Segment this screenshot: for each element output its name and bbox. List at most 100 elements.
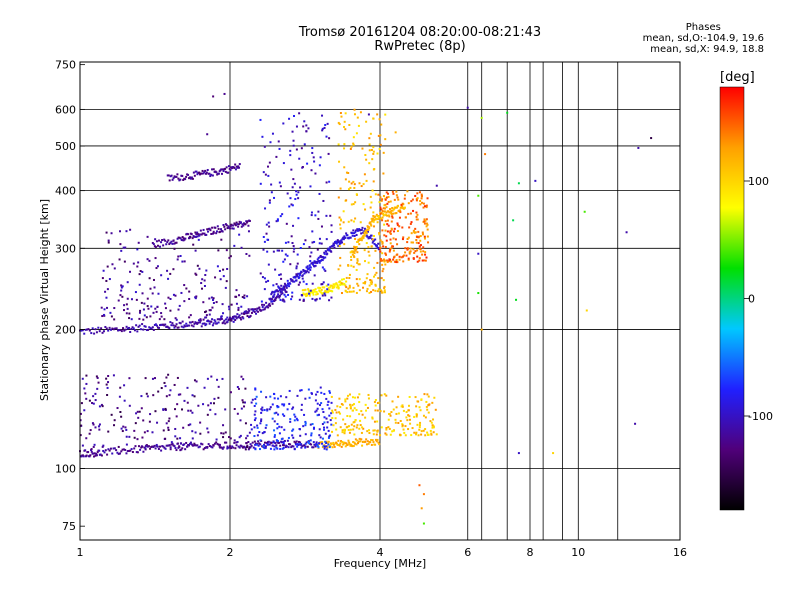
cluster-point [118, 258, 121, 261]
cluster-point [276, 427, 279, 430]
cluster-point [389, 258, 392, 261]
cluster-point [352, 180, 355, 183]
cluster-point [339, 187, 342, 190]
cluster-point [248, 431, 251, 434]
cluster-point [313, 426, 316, 429]
cluster-point [351, 404, 354, 407]
cluster-point [233, 244, 236, 247]
trace-point [180, 239, 183, 242]
trace-point [191, 237, 194, 240]
cluster-point [185, 287, 188, 290]
cluster-point [423, 218, 426, 221]
scatter-point [477, 194, 480, 197]
trace-point [221, 168, 224, 171]
cluster-point [321, 129, 324, 132]
trace-point [209, 175, 212, 178]
trace-point [325, 284, 328, 287]
cluster-point [369, 195, 372, 198]
cluster-point [125, 435, 128, 438]
cluster-point [281, 413, 284, 416]
cluster-point [228, 436, 231, 439]
cluster-point [403, 254, 406, 257]
trace-point [164, 447, 167, 450]
trace-point [333, 286, 336, 289]
cluster-point [235, 289, 238, 292]
cluster-point [129, 228, 132, 231]
cluster-point [389, 414, 392, 417]
cluster-point [356, 396, 359, 399]
cluster-point [352, 265, 355, 268]
trace-point [108, 326, 111, 329]
trace-point [233, 315, 236, 318]
scatter-point [625, 231, 628, 234]
cluster-point [419, 409, 422, 412]
cluster-point [79, 412, 82, 415]
trace-point [375, 440, 378, 443]
cluster-point [345, 407, 348, 410]
cluster-point [285, 444, 288, 447]
cluster-point [226, 316, 229, 319]
cluster-point [381, 240, 384, 243]
trace-point [341, 440, 344, 443]
cluster-point [288, 117, 291, 120]
cluster-point [193, 442, 196, 445]
trace-point [264, 306, 267, 309]
trace-point [355, 245, 358, 248]
cluster-point [92, 423, 95, 426]
cluster-point [170, 441, 173, 444]
trace-point [167, 174, 170, 177]
cluster-point [368, 149, 371, 152]
cluster-point [164, 408, 167, 411]
cluster-point [152, 394, 155, 397]
cluster-point [264, 207, 267, 210]
trace-point [311, 263, 314, 266]
cluster-point [385, 433, 388, 436]
trace-point [305, 271, 308, 274]
trace-point [245, 310, 248, 313]
cluster-point [222, 268, 225, 271]
cluster-point [331, 411, 334, 414]
trace-point [299, 441, 302, 444]
cluster-point [331, 430, 334, 433]
cluster-point [373, 266, 376, 269]
cluster-point [385, 428, 388, 431]
cluster-point [219, 278, 222, 281]
cluster-point [93, 443, 96, 446]
trace-point [369, 236, 372, 239]
cluster-point [395, 190, 398, 193]
cluster-point [282, 122, 285, 125]
cluster-point [366, 273, 369, 276]
cluster-point [140, 301, 143, 304]
cluster-point [354, 217, 357, 220]
cluster-point [387, 200, 390, 203]
scatter-point [418, 484, 421, 487]
trace-point [280, 288, 283, 291]
cluster-point [391, 430, 394, 433]
trace-point [330, 250, 333, 253]
cluster-point [144, 447, 147, 450]
cluster-point [328, 137, 331, 140]
cluster-point [390, 209, 393, 212]
trace-point [329, 286, 332, 289]
cluster-point [355, 426, 358, 429]
cluster-point [276, 218, 279, 221]
cluster-point [344, 423, 347, 426]
cluster-point [237, 306, 240, 309]
cluster-point [376, 420, 379, 423]
cluster-point [331, 417, 334, 420]
cluster-point [246, 446, 249, 449]
colorbar-tick-label: 100 [748, 175, 769, 188]
cluster-point [160, 387, 163, 390]
trace-point [159, 445, 162, 448]
cluster-point [292, 178, 295, 181]
cluster-point [145, 392, 148, 395]
trace-point [310, 443, 313, 446]
trace-point [397, 204, 400, 207]
cluster-point [308, 396, 311, 399]
cluster-point [156, 265, 159, 268]
cluster-point [385, 239, 388, 242]
cluster-point [312, 427, 315, 430]
cluster-point [328, 299, 331, 302]
cluster-point [348, 393, 351, 396]
